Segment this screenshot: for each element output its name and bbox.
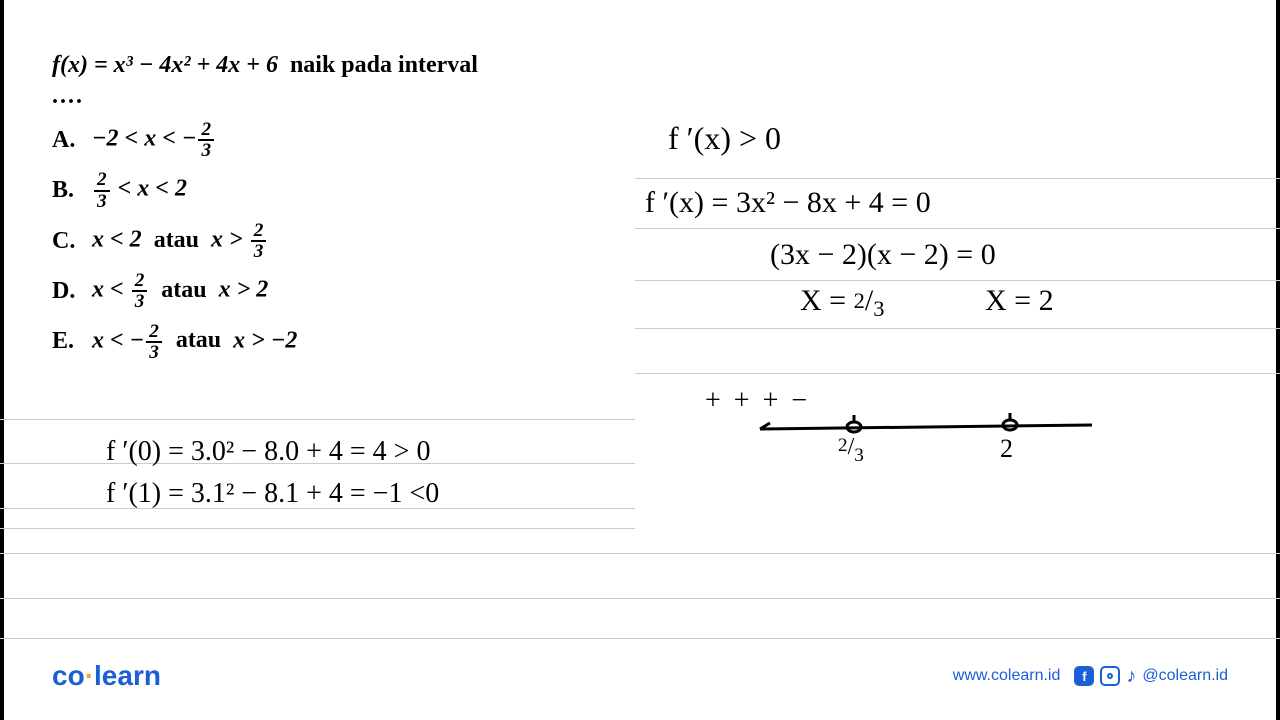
rule-line <box>0 553 1280 554</box>
number-line <box>752 405 1102 465</box>
social-icons: f ♪ @colearn.id <box>1074 665 1228 688</box>
hw-tick1: 2/3 <box>838 434 864 461</box>
hw-root1: X = 2/3 <box>800 284 884 318</box>
rule-line <box>0 638 1280 639</box>
option-e: E. x < −23 atau x > −2 <box>52 322 1260 362</box>
rule-line <box>0 419 635 420</box>
hw-tick2: 2 <box>1000 434 1013 464</box>
option-a: A. −2 < x < −23 <box>52 120 1260 160</box>
facebook-icon: f <box>1074 666 1094 686</box>
hw-derivative-eq: f ′(x) = 3x² − 8x + 4 = 0 <box>645 186 931 220</box>
page-border-left <box>0 0 4 720</box>
option-letter: E. <box>52 328 82 355</box>
rule-line <box>635 373 1280 374</box>
brand-logo: co·learn <box>52 660 161 692</box>
option-content: x < 23 atau x > 2 <box>92 271 268 311</box>
option-letter: C. <box>52 228 82 255</box>
rule-line <box>0 528 635 529</box>
option-d: D. x < 23 atau x > 2 <box>52 271 1260 311</box>
option-content: 23 < x < 2 <box>92 170 187 210</box>
question-text: f(x) = x³ − 4x² + 4x + 6 naik pada inter… <box>52 52 1260 79</box>
rule-line <box>0 598 1280 599</box>
hw-factored: (3x − 2)(x − 2) = 0 <box>770 238 996 272</box>
option-content: −2 < x < −23 <box>92 120 216 160</box>
logo-dot: · <box>85 660 94 691</box>
option-c: C. x < 2 atau x > 23 <box>52 221 1260 261</box>
social-handle: @colearn.id <box>1142 667 1228 685</box>
logo-learn: learn <box>94 660 161 691</box>
options-list: A. −2 < x < −23 B. 23 < x < 2 C. x < 2 a… <box>52 120 1260 362</box>
option-content: x < 2 atau x > 23 <box>92 221 268 261</box>
instagram-icon <box>1100 666 1120 686</box>
footer-right: www.colearn.id f ♪ @colearn.id <box>953 665 1228 688</box>
option-letter: A. <box>52 127 82 154</box>
brand-url: www.colearn.id <box>953 667 1061 685</box>
option-letter: B. <box>52 177 82 204</box>
hw-calc1: f ′(0) = 3.0² − 8.0 + 4 = 4 > 0 <box>106 436 430 468</box>
hw-derivative-sign: f ′(x) > 0 <box>668 120 781 157</box>
hw-calc2: f ′(1) = 3.1² − 8.1 + 4 = −1 <0 <box>106 478 439 510</box>
logo-co: co <box>52 660 85 691</box>
tiktok-icon: ♪ <box>1126 665 1136 688</box>
hw-root2: X = 2 <box>985 284 1054 318</box>
option-letter: D. <box>52 278 82 305</box>
option-content: x < −23 atau x > −2 <box>92 322 297 362</box>
question-ellipsis: .... <box>52 83 1260 110</box>
footer: co·learn www.colearn.id f ♪ @colearn.id <box>52 660 1228 692</box>
question-fx: f(x) = x³ − 4x² + 4x + 6 <box>52 52 278 78</box>
page-border-right <box>1276 0 1280 720</box>
